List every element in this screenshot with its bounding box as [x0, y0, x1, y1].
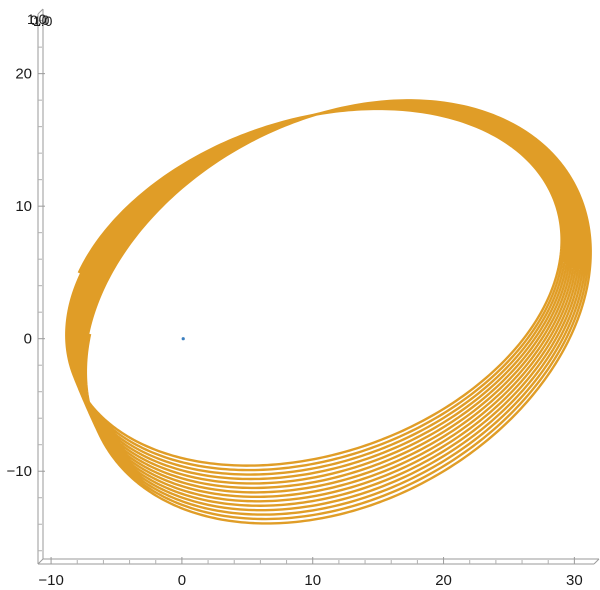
- plot-frame: [37, 8, 600, 565]
- x-tick-label: −10: [38, 572, 63, 589]
- x-tick-label: 0: [178, 572, 186, 589]
- y-tick-label: −10: [7, 463, 32, 480]
- corner-label-0: 1.0: [27, 11, 47, 27]
- y-tick-label: 0: [24, 331, 32, 348]
- depth-edge-bottom-right: [593, 558, 600, 565]
- y-tick-label: 20: [15, 66, 32, 83]
- center-point-0-0: [181, 337, 185, 341]
- depth-edge-bottom-left: [37, 558, 44, 565]
- x-tick-label: 30: [566, 572, 583, 589]
- orbit-curves: [65, 99, 592, 525]
- center-points: [181, 337, 185, 341]
- corner-labels: 1.00.01.0: [27, 11, 53, 29]
- x-tick-label: 20: [435, 572, 452, 589]
- corner-label-2: 1.0: [33, 13, 53, 29]
- x-tick-label: 10: [304, 572, 321, 589]
- corner-label-1: 0.0: [30, 12, 50, 28]
- depth-edge-top-left: [37, 8, 44, 15]
- y-tick-label: 10: [15, 198, 32, 215]
- orbit-series-line-0: [65, 99, 592, 525]
- y-axis: −10 0 10 20: [7, 20, 45, 552]
- x-axis: −10 0 10 20 30: [38, 557, 583, 589]
